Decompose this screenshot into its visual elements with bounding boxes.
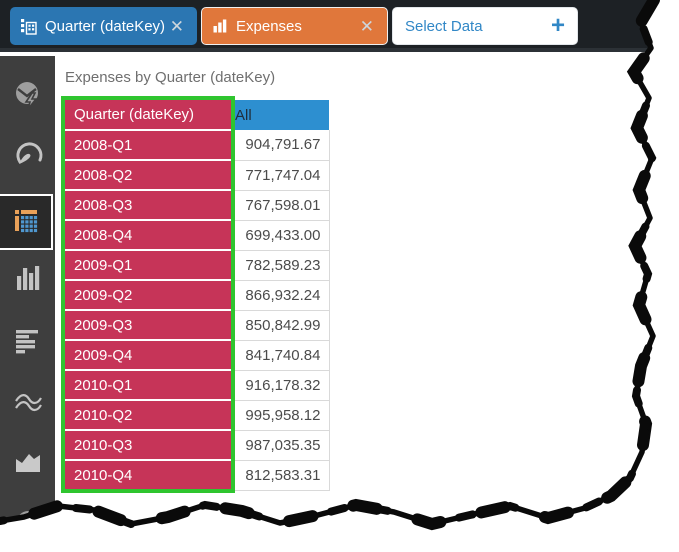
line-chart-icon — [13, 388, 43, 423]
chip-label: Select Data — [405, 17, 483, 35]
table-row: 2010-Q4 812,583.31 — [65, 460, 330, 491]
quarter-cell[interactable]: 2008-Q3 — [65, 190, 231, 221]
value-cell[interactable]: 904,791.67 — [231, 130, 330, 161]
quarter-cell[interactable]: 2008-Q2 — [65, 160, 231, 191]
value-cell[interactable]: 987,035.35 — [231, 430, 330, 461]
quarter-cell[interactable]: 2008-Q1 — [65, 130, 231, 161]
sidebar-item-bar-chart[interactable] — [0, 318, 55, 368]
column-header-all[interactable]: All — [231, 100, 329, 130]
quarter-cell[interactable]: 2010-Q4 — [65, 460, 231, 491]
value-cell[interactable]: 995,958.12 — [231, 400, 330, 431]
table-row: 2010-Q1 916,178.32 — [65, 370, 330, 401]
grid-table-icon — [11, 205, 41, 240]
quarter-cell[interactable]: 2009-Q2 — [65, 280, 231, 311]
value-cell[interactable]: 916,178.32 — [231, 370, 330, 401]
table-row: 2009-Q2 866,932.24 — [65, 280, 330, 311]
report-canvas: Expenses by Quarter (dateKey) Quarter (d… — [56, 56, 679, 552]
sidebar-item-grid[interactable] — [0, 194, 53, 250]
smart-insights-icon — [13, 80, 43, 115]
table-row: 2008-Q2 771,747.04 — [65, 160, 330, 191]
quarter-cell[interactable]: 2010-Q2 — [65, 400, 231, 431]
value-cell[interactable]: 812,583.31 — [231, 460, 330, 491]
table-row: 2008-Q1 904,791.67 — [65, 130, 330, 161]
sidebar-item-area-chart[interactable] — [0, 438, 55, 488]
chip-label: Expenses — [236, 17, 302, 35]
value-cell[interactable]: 767,598.01 — [231, 190, 330, 221]
value-cell[interactable]: 771,747.04 — [231, 160, 330, 191]
plus-icon[interactable]: + — [550, 12, 565, 39]
sidebar-item-column-chart[interactable] — [0, 255, 55, 305]
sidebar-item-pie-chart[interactable] — [0, 498, 55, 548]
sidebar-item-line-chart[interactable] — [0, 380, 55, 430]
chip-expenses[interactable]: Expenses ✕ — [201, 7, 388, 45]
pie-chart-icon — [13, 506, 43, 541]
chip-label: Quarter (dateKey) — [45, 17, 166, 35]
bar-chart-icon — [212, 18, 228, 34]
quarter-cell[interactable]: 2009-Q1 — [65, 250, 231, 281]
quarter-cell[interactable]: 2010-Q3 — [65, 430, 231, 461]
query-bar: Quarter (dateKey) ✕ Expenses ✕ Select Da… — [0, 0, 679, 52]
visual-type-sidebar — [0, 56, 55, 552]
table-row: 2009-Q4 841,740.84 — [65, 340, 330, 371]
close-icon[interactable]: ✕ — [169, 16, 184, 36]
table-body: 2008-Q1 904,791.67 2008-Q2 771,747.04 2008-Q… — [65, 130, 330, 491]
quarter-cell[interactable]: 2009-Q4 — [65, 340, 231, 371]
table-row: 2010-Q3 987,035.35 — [65, 430, 330, 461]
column-header-quarter[interactable]: Quarter (dateKey) — [65, 100, 231, 131]
table-row: 2008-Q4 699,433.00 — [65, 220, 330, 251]
chip-quarter-datekey[interactable]: Quarter (dateKey) ✕ — [10, 7, 197, 45]
close-icon[interactable]: ✕ — [359, 16, 374, 36]
gauge-icon — [13, 139, 43, 174]
quarter-cell[interactable]: 2008-Q4 — [65, 220, 231, 251]
table-row: 2009-Q3 850,842.99 — [65, 310, 330, 341]
sidebar-item-smart-insights[interactable] — [0, 72, 55, 122]
report-title: Expenses by Quarter (dateKey) — [65, 69, 276, 86]
hierarchy-grid-icon — [20, 18, 37, 35]
value-cell[interactable]: 782,589.23 — [231, 250, 330, 281]
chip-select-data[interactable]: Select Data + — [392, 7, 578, 45]
sidebar-item-gauge[interactable] — [0, 131, 55, 181]
table-row: 2010-Q2 995,958.12 — [65, 400, 330, 431]
column-chart-icon — [13, 263, 43, 298]
pivot-grid: Quarter (dateKey) All 2008-Q1 904,791.67 2… — [65, 100, 330, 491]
quarter-cell[interactable]: 2010-Q1 — [65, 370, 231, 401]
value-cell[interactable]: 850,842.99 — [231, 310, 330, 341]
value-cell[interactable]: 841,740.84 — [231, 340, 330, 371]
header-row: Quarter (dateKey) All — [65, 100, 329, 131]
area-chart-icon — [13, 446, 43, 481]
table-row: 2009-Q1 782,589.23 — [65, 250, 330, 281]
quarter-cell[interactable]: 2009-Q3 — [65, 310, 231, 341]
bar-chart-horizontal-icon — [13, 326, 43, 361]
table-row: 2008-Q3 767,598.01 — [65, 190, 330, 221]
value-cell[interactable]: 699,433.00 — [231, 220, 330, 251]
value-cell[interactable]: 866,932.24 — [231, 280, 330, 311]
